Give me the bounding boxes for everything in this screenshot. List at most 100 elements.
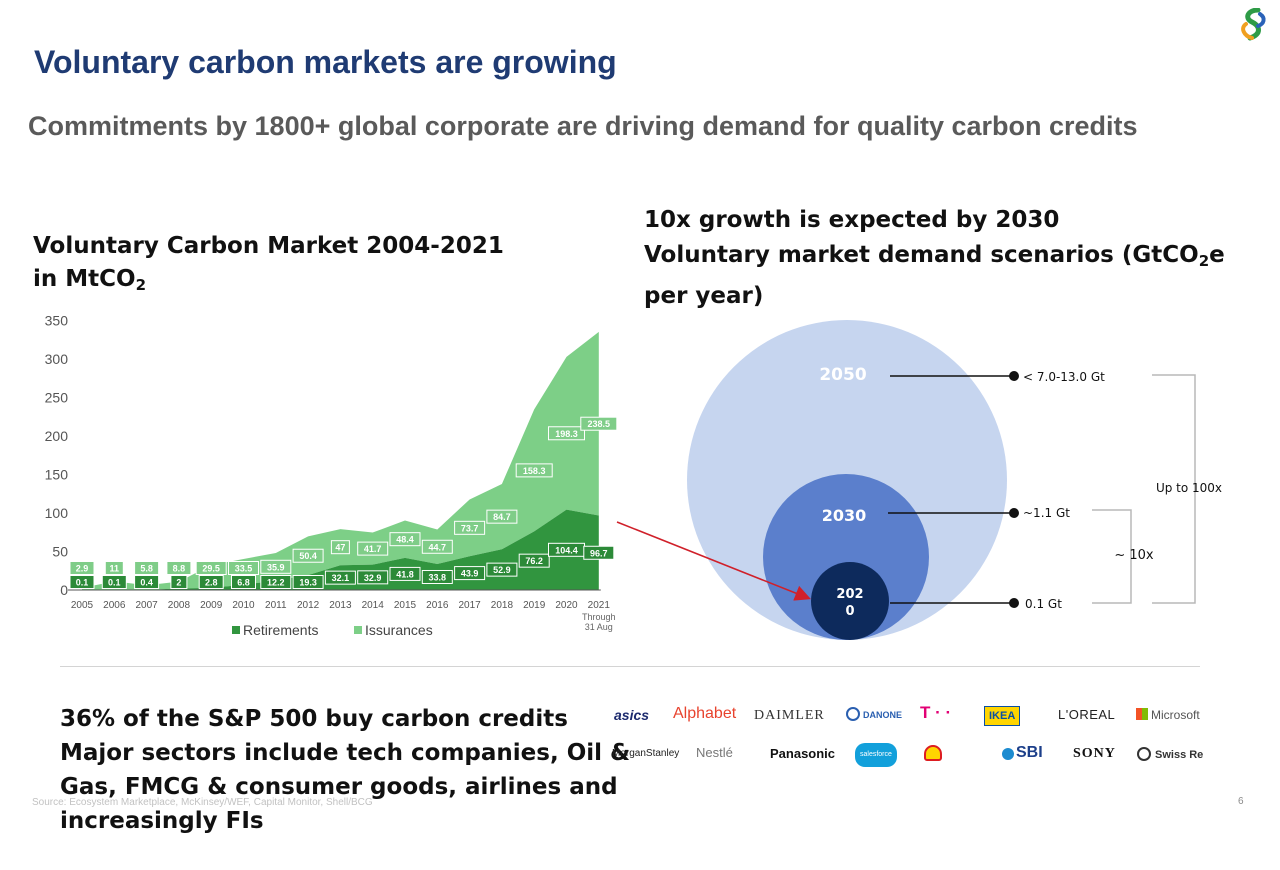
retirements-data-label: 33.8 — [429, 572, 447, 582]
annotation-2050: < 7.0-13.0 Gt — [1023, 370, 1105, 384]
legend-label-issurances: Issurances — [365, 622, 433, 638]
legend-swatch-retirements — [232, 626, 240, 634]
retirements-data-label-box — [170, 575, 188, 589]
y-tick-label: 250 — [45, 390, 69, 406]
issurances-data-label: 35.9 — [267, 562, 285, 572]
annotation-2020: 0.1 Gt — [1025, 597, 1062, 611]
retirements-data-label: 104.4 — [555, 545, 578, 555]
logo-alphabet: Alphabet — [673, 705, 737, 722]
legend-label-retirements: Retirements — [243, 622, 318, 638]
logo-microsoft: Microsoft — [1151, 708, 1200, 722]
y-tick-label: 200 — [45, 428, 69, 444]
issurances-data-label: 48.4 — [396, 535, 414, 545]
leader-2020-dot — [1009, 598, 1019, 608]
issurances-data-label-box — [166, 561, 192, 575]
issurances-data-label-box — [454, 520, 486, 535]
source-note: Source: Ecosystem Marketplace, McKinsey/… — [32, 797, 373, 808]
logo-sbi: SBI — [1016, 744, 1043, 761]
left-chart-title-unit: in MtCO — [33, 266, 136, 292]
x-tick-note: Through — [582, 612, 616, 622]
issurances-data-label-box — [104, 561, 124, 575]
right-chart-title-line1: 10x growth is expected by 2030 — [644, 207, 1060, 233]
voluntary-carbon-market-chart: 0 50 100 150 200 250 300 350 0.1 2.9 0.1 11 0.4 5.8 2 8… — [45, 313, 618, 638]
retirements-data-label-box — [583, 545, 615, 560]
retirements-data-label: 2 — [176, 578, 181, 588]
issurances-data-label-box — [580, 416, 618, 431]
issurances-data-label-box — [421, 539, 453, 554]
issurances-data-label-box — [486, 509, 518, 524]
retirements-data-label: 76.2 — [525, 556, 543, 566]
retirements-data-label: 52.9 — [493, 565, 511, 575]
left-chart-title-line1: Voluntary Carbon Market 2004-2021 — [33, 233, 504, 259]
issurances-data-label: 198.3 — [555, 429, 578, 439]
issurances-data-label: 158.3 — [523, 466, 546, 476]
retirements-data-label-box — [324, 570, 356, 585]
bracket-10x — [1092, 509, 1132, 604]
x-tick-note: 31 Aug — [585, 622, 613, 632]
page-number: 6 — [1238, 796, 1244, 807]
x-tick-label: 2012 — [297, 600, 320, 611]
issurances-data-label-box — [195, 561, 227, 575]
x-tick-label: 2018 — [491, 600, 514, 611]
logo-daimler: DAIMLER — [754, 708, 825, 723]
summary-line-2: Major sectors include tech companies, Oi… — [60, 740, 631, 766]
logo-loreal: L'OREAL — [1058, 707, 1116, 722]
retirements-data-label-box — [101, 575, 127, 589]
retirements-data-label: 32.9 — [364, 573, 382, 583]
bubble-2030-label: 2030 — [822, 506, 867, 525]
issurances-data-label: 41.7 — [364, 544, 382, 554]
x-tick-label: 2008 — [168, 600, 191, 611]
left-chart-title-line2: in MtCO2 — [33, 263, 504, 302]
issurances-data-label: 8.8 — [173, 564, 186, 574]
retirements-data-label: 2.8 — [205, 578, 218, 588]
right-chart-title-line2-text: Voluntary market demand scenarios (GtCO — [644, 242, 1199, 268]
section-divider — [60, 666, 1200, 667]
demand-scenarios-chart: 2050 2030 202 0 < 7.0-13.0 Gt ~1.1 Gt 0.… — [687, 320, 1222, 640]
retirements-data-label: 0.1 — [76, 578, 89, 588]
issurances-data-label: 238.5 — [588, 419, 611, 429]
sp500-summary: 36% of the S&P 500 buy carbon credits Ma… — [60, 702, 630, 838]
logo-sony: SONY — [1073, 746, 1116, 761]
swiss-re-icon — [1137, 747, 1151, 761]
retirements-data-label: 0.1 — [108, 578, 121, 588]
retirements-data-label-box — [486, 562, 518, 577]
summary-line-4: increasingly FIs — [60, 808, 264, 834]
x-tick-label: 2007 — [135, 600, 158, 611]
logo-nestle: Nestlé — [696, 745, 733, 760]
retirements-data-label: 19.3 — [299, 578, 317, 588]
x-tick-label: 2010 — [232, 600, 255, 611]
issurances-data-label: 84.7 — [493, 512, 511, 522]
retirements-data-label-box — [134, 575, 160, 589]
issurances-data-label: 2.9 — [76, 564, 89, 574]
issurances-data-label: 44.7 — [429, 542, 447, 552]
issurances-data-label: 29.5 — [202, 564, 220, 574]
right-chart-title: 10x growth is expected by 2030 Voluntary… — [644, 203, 1225, 314]
retirements-data-label: 32.1 — [332, 573, 350, 583]
issurances-data-label-box — [292, 548, 324, 563]
left-chart-title-sub: 2 — [135, 276, 147, 294]
right-chart-title-line2-suffix: e — [1209, 242, 1225, 268]
sbi-icon — [1002, 748, 1014, 760]
x-tick-label: 2020 — [555, 600, 578, 611]
issurances-data-label-box — [228, 561, 259, 575]
bubble-2020-label-line1: 202 — [836, 587, 863, 602]
bubble-2020-label-line2: 0 — [845, 604, 854, 619]
retirements-data-label-box — [231, 575, 256, 589]
retirements-data-label-box — [518, 553, 550, 568]
x-tick-label: 2009 — [200, 600, 223, 611]
issurances-data-label-box — [357, 541, 389, 556]
y-tick-label: 50 — [52, 544, 68, 560]
leader-2030-dot — [1009, 508, 1019, 518]
retirements-data-label-box — [198, 575, 224, 589]
page-subtitle: Commitments by 1800+ global corporate ar… — [28, 111, 1138, 141]
issurances-data-label-box — [330, 540, 350, 555]
x-tick-label: 2015 — [394, 600, 417, 611]
x-tick-label: 2005 — [71, 600, 94, 611]
annotation-2030: ~1.1 Gt — [1023, 506, 1070, 520]
y-tick-label: 350 — [45, 313, 69, 329]
bubble-2050-label: 2050 — [819, 365, 866, 385]
logo-swiss-re: Swiss Re — [1155, 749, 1204, 761]
retirements-data-label-box — [292, 575, 324, 589]
y-tick-label: 100 — [45, 505, 69, 521]
x-tick-label: 2017 — [458, 600, 481, 611]
